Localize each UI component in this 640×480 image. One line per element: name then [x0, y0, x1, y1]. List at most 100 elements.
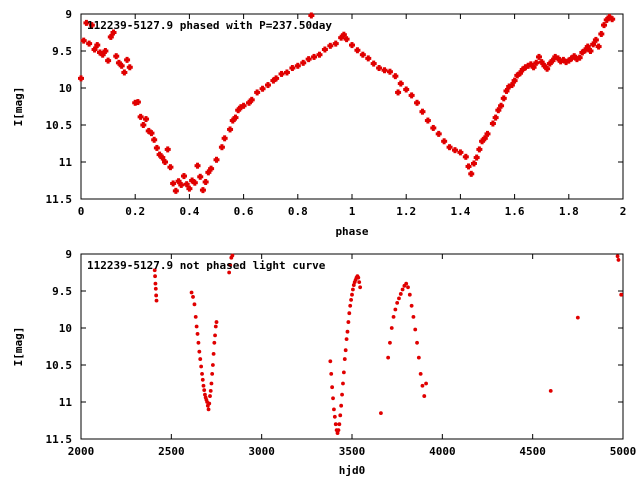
data-point: [386, 355, 391, 360]
data-point: [170, 180, 177, 187]
data-point: [218, 144, 225, 151]
data-point: [200, 371, 204, 376]
data-point: [211, 352, 216, 356]
data-point: [416, 355, 421, 360]
unphased-light-curve-panel: 2000 2500 3000 3500 4000 4500 5000 9 9.5 10 10.5 11…: [12, 248, 636, 477]
y-tick-label: 10.5: [46, 359, 73, 372]
data-point: [199, 187, 206, 194]
data-point: [619, 292, 624, 297]
x-tick-label: 0: [78, 205, 85, 218]
data-point: [186, 185, 193, 192]
data-point: [344, 337, 349, 341]
data-point: [489, 120, 496, 127]
data-point: [140, 122, 147, 128]
data-point: [498, 102, 505, 109]
data-point: [113, 53, 120, 60]
x-tick-label: 5000: [610, 445, 637, 458]
data-point: [571, 53, 578, 60]
y-tick-label: 11: [59, 156, 73, 169]
data-point: [180, 173, 187, 180]
data-point: [595, 43, 602, 50]
data-point: [500, 95, 507, 102]
data-point: [202, 178, 209, 185]
data-point: [579, 49, 586, 56]
data-point: [156, 151, 163, 158]
data-point: [336, 428, 341, 433]
data-point: [418, 371, 423, 376]
data-point: [548, 389, 553, 393]
data-point: [576, 54, 583, 61]
data-point: [484, 130, 491, 137]
data-point: [273, 75, 280, 82]
data-point: [414, 99, 421, 106]
data-point: [159, 154, 166, 161]
data-point: [198, 357, 203, 361]
data-point: [289, 65, 296, 72]
data-point: [590, 41, 597, 48]
data-point: [143, 116, 150, 123]
data-point: [354, 47, 361, 54]
data-point: [300, 59, 307, 66]
data-point: [153, 274, 157, 279]
plot-title: 112239-5127.9 not phased light curve: [87, 259, 326, 272]
data-point: [332, 407, 336, 412]
data-point: [328, 359, 333, 364]
data-point: [230, 253, 235, 258]
data-point: [514, 72, 521, 79]
data-point: [78, 75, 84, 82]
data-point: [527, 61, 534, 68]
data-point: [327, 42, 334, 49]
data-point: [420, 383, 425, 388]
data-point: [152, 268, 157, 273]
data-point: [457, 149, 464, 156]
data-point: [358, 285, 363, 290]
data-point: [446, 144, 453, 151]
data-point: [91, 46, 98, 53]
data-point: [88, 22, 95, 29]
data-point: [80, 37, 87, 44]
data-point: [415, 340, 419, 345]
data-point: [126, 64, 133, 71]
x-tick-label: 1.6: [505, 205, 525, 218]
data-point: [587, 48, 594, 54]
data-point: [248, 96, 255, 103]
data-point: [343, 348, 348, 353]
data-point: [338, 413, 343, 418]
data-point: [582, 47, 589, 54]
data-point: [294, 62, 301, 69]
data-point: [154, 298, 159, 303]
y-tick-label: 10: [59, 82, 72, 95]
data-point: [508, 82, 515, 89]
data-point: [246, 99, 253, 106]
x-tick-label: 1.2: [396, 205, 416, 218]
data-point: [400, 287, 405, 292]
data-point: [145, 127, 152, 134]
data-point: [388, 340, 392, 345]
data-point: [495, 107, 502, 114]
x-tick-label: 0.8: [288, 205, 308, 218]
data-point: [254, 89, 261, 96]
data-point: [191, 179, 198, 186]
data-point: [124, 56, 131, 63]
data-point: [403, 86, 410, 93]
x-tick-label: 1.8: [559, 205, 579, 218]
data-point: [395, 300, 400, 305]
data-point: [389, 326, 394, 330]
data-point: [347, 311, 352, 316]
data-point: [115, 59, 122, 66]
data-point: [270, 77, 277, 84]
data-point: [346, 320, 351, 324]
data-point: [205, 169, 212, 176]
data-point: [441, 138, 448, 145]
y-tick-label: 9.5: [52, 45, 72, 58]
y-tick-label: 9.5: [52, 285, 72, 298]
data-point: [342, 357, 347, 361]
data-point: [430, 124, 437, 131]
y-tick-label: 9: [65, 8, 72, 21]
data-point: [535, 53, 542, 60]
data-point: [601, 22, 608, 29]
data-point: [395, 89, 402, 96]
data-point: [227, 126, 234, 133]
data-point: [549, 57, 556, 64]
data-point: [331, 396, 335, 401]
